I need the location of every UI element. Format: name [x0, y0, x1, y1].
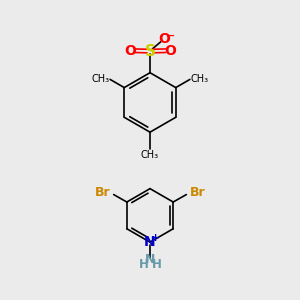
Text: N: N	[145, 254, 155, 266]
Text: Br: Br	[94, 186, 110, 199]
Text: H: H	[152, 258, 161, 271]
Text: S: S	[145, 44, 155, 59]
Text: O: O	[164, 44, 176, 58]
Text: H: H	[139, 258, 148, 271]
Text: O: O	[158, 32, 170, 46]
Text: O: O	[124, 44, 136, 58]
Text: CH₃: CH₃	[191, 74, 209, 84]
Text: N: N	[144, 235, 156, 249]
Text: CH₃: CH₃	[141, 150, 159, 160]
Text: CH₃: CH₃	[91, 74, 109, 84]
Text: Br: Br	[190, 186, 206, 199]
Text: +: +	[151, 233, 160, 243]
Text: −: −	[166, 31, 176, 41]
